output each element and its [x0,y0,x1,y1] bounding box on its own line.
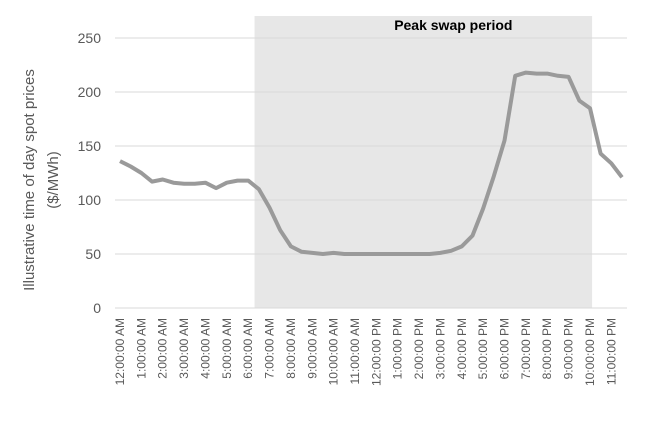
x-tick-label: 7:00:00 AM [263,318,277,379]
x-tick-label: 12:00:00 AM [113,318,127,385]
x-tick-label: 7:00:00 PM [519,318,533,379]
x-tick-label: 4:00:00 AM [198,318,212,379]
x-tick-label: 9:00:00 AM [305,318,319,379]
y-axis-title: Illustrative time of day spot prices [21,69,38,291]
x-tick-label: 10:00:00 AM [327,318,341,385]
x-tick-label: 4:00:00 PM [455,318,469,379]
x-tick-label: 12:00:00 PM [369,318,383,386]
x-tick-label: 3:00:00 AM [177,318,191,379]
x-tick-label: 9:00:00 PM [562,318,576,379]
y-tick-label: 0 [93,300,101,316]
peak-shade [254,16,593,308]
x-tick-label: 2:00:00 PM [412,318,426,379]
y-axis-title: ($/MWh) [45,151,62,209]
annotation: Peak swap period [394,17,512,33]
x-tick-label: 5:00:00 PM [476,318,490,379]
y-tick-label: 150 [78,138,102,154]
x-tick-label: 6:00:00 PM [498,318,512,379]
x-tick-label: 1:00:00 AM [134,318,148,379]
price-line [119,70,624,256]
x-tick-label: 1:00:00 PM [391,318,405,379]
x-tick-label: 3:00:00 PM [433,318,447,379]
x-tick-label: 8:00:00 AM [284,318,298,379]
y-tick-label: 100 [78,192,102,208]
x-tick-label: 2:00:00 AM [156,318,170,379]
y-tick-label: 50 [85,246,101,262]
y-tick-label: 200 [78,84,102,100]
x-tick-label: 11:00:00 AM [348,318,362,385]
x-tick-label: 10:00:00 PM [583,318,597,386]
x-tick-label: 6:00:00 AM [241,318,255,379]
y-tick-label: 250 [78,30,102,46]
x-tick-label: 8:00:00 PM [540,318,554,379]
x-tick-label: 5:00:00 AM [220,318,234,379]
x-tick-label: 11:00:00 PM [604,318,618,385]
